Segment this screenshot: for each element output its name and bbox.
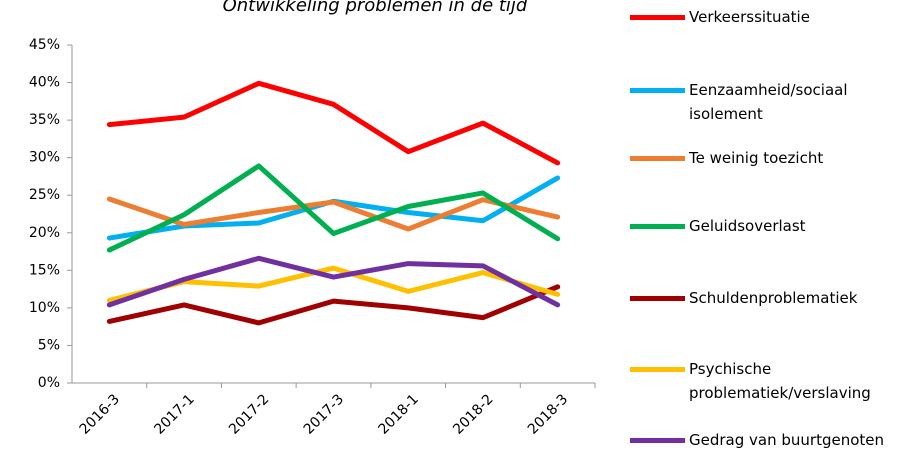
- y-tick-label: 35%: [29, 112, 60, 128]
- series-line: [106, 255, 561, 308]
- legend-item: Gedrag van buurtgenoten: [630, 430, 904, 449]
- x-tick-label: 2017-3: [301, 391, 347, 437]
- legend-item: Eenzaamheid/sociaal isolement: [630, 80, 904, 126]
- x-tick-label: 2017-2: [226, 391, 272, 437]
- legend-item: Psychische problematiek/verslaving: [630, 359, 904, 405]
- legend-item: Schuldenproblematiek: [630, 288, 904, 310]
- y-tick-label: 5%: [38, 337, 60, 353]
- y-tick-label: 45%: [29, 37, 60, 53]
- chart-title: Ontwikkeling problemen in de tijd: [223, 0, 528, 16]
- y-tick-label: 30%: [29, 150, 60, 166]
- legend-label: Eenzaamheid/sociaal isolement: [689, 81, 848, 123]
- legend-swatch: [630, 224, 685, 229]
- legend-item: Verkeerssituatie: [630, 7, 904, 29]
- x-tick-label: 2018-2: [450, 391, 496, 437]
- x-tick-label: 2017-1: [151, 391, 197, 437]
- series-line: [106, 175, 561, 241]
- y-tick-label: 15%: [29, 262, 60, 278]
- legend-swatch: [630, 15, 685, 20]
- legend-label: Te weinig toezicht: [689, 149, 824, 167]
- y-tick-label: 0%: [38, 375, 60, 391]
- legend-item: Te weinig toezicht: [630, 148, 904, 170]
- x-tick-label: 2018-3: [525, 391, 571, 437]
- y-tick-label: 10%: [29, 300, 60, 316]
- y-tick-label: 40%: [29, 75, 60, 91]
- legend-label: Geluidsoverlast: [689, 217, 806, 235]
- series-line: [106, 80, 561, 166]
- legend-swatch: [630, 296, 685, 301]
- series-line: [106, 163, 561, 253]
- series-line: [106, 284, 561, 326]
- x-tick-label: 2016-3: [77, 391, 123, 437]
- legend-label: Verkeerssituatie: [689, 8, 810, 26]
- y-tick-label: 25%: [29, 187, 60, 203]
- legend-label: Gedrag van buurtgenoten: [689, 431, 884, 449]
- legend-label: Psychische problematiek/verslaving: [689, 360, 871, 402]
- legend-label: Schuldenproblematiek: [689, 289, 858, 307]
- legend-swatch: [630, 156, 685, 161]
- y-tick-label: 20%: [29, 225, 60, 241]
- legend-swatch: [630, 367, 685, 372]
- series-line: [106, 196, 561, 232]
- legend-swatch: [630, 438, 685, 443]
- x-tick-label: 2018-1: [375, 391, 421, 437]
- legend-item: Geluidsoverlast: [630, 216, 904, 238]
- legend-swatch: [630, 88, 685, 93]
